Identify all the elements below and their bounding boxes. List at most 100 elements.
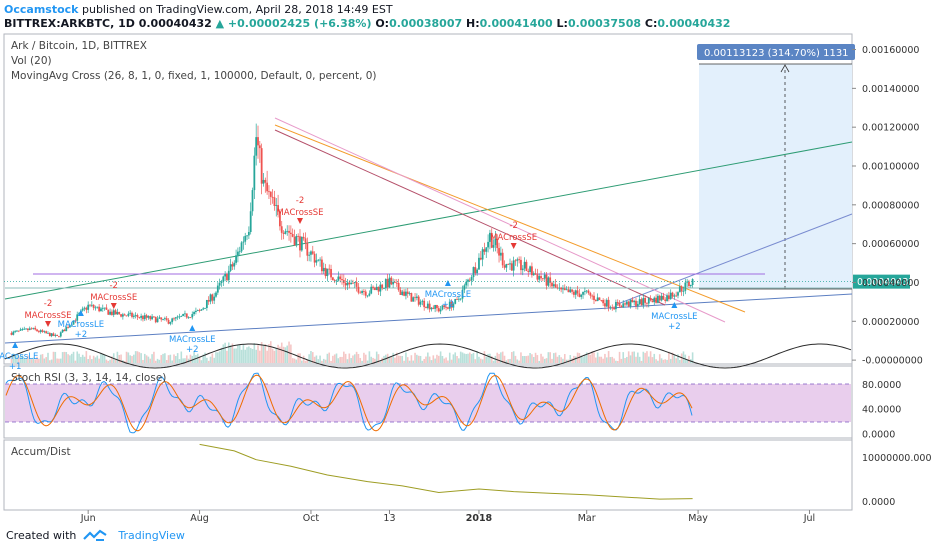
volume-bar <box>556 356 559 363</box>
candle-body <box>306 242 309 256</box>
tradingview-link[interactable]: TradingView <box>118 528 185 542</box>
volume-bar <box>538 360 541 363</box>
price-badge <box>853 274 910 289</box>
trend-lines[interactable] <box>4 117 853 344</box>
candle-body <box>81 308 84 311</box>
candle-body <box>675 295 678 297</box>
publish-header: Occamstock published on TradingView.com,… <box>4 3 393 16</box>
candle-body <box>36 329 38 332</box>
candle-body <box>507 264 510 265</box>
legend-accum[interactable]: Accum/Dist <box>11 446 71 458</box>
candle-body <box>310 251 312 255</box>
volume-bar <box>675 358 677 363</box>
volume-bar <box>235 348 237 363</box>
volume-bar <box>238 344 241 363</box>
candle-body <box>375 286 378 291</box>
candle-body <box>299 236 301 251</box>
legend-volume[interactable]: Vol (20) <box>11 55 52 67</box>
volume-bar <box>361 360 363 363</box>
strategy-signals: MACrossLE+1-2MACrossSEMACrossLE+2-2MACro… <box>0 196 698 372</box>
candle-body <box>368 293 371 296</box>
candle-body <box>331 277 334 281</box>
candle-body <box>532 273 535 276</box>
volume-bar <box>271 348 274 363</box>
volume-bar <box>531 354 533 363</box>
candle-body <box>125 315 128 317</box>
candle-body <box>447 307 449 309</box>
volume-bar <box>560 357 562 363</box>
volume-bar <box>59 358 62 363</box>
volume-bar <box>405 352 407 363</box>
volume-bar <box>516 359 519 363</box>
volume-bar <box>268 344 270 363</box>
stoch-d-line <box>5 374 693 432</box>
signal-label: MACrossLE <box>651 312 697 322</box>
legend-macross[interactable]: MovingAvg Cross (26, 8, 1, 0, fixed, 1, … <box>11 70 377 82</box>
candle-body <box>277 205 279 212</box>
volume-bar <box>375 351 378 363</box>
candle-body <box>514 260 517 262</box>
candle-body <box>134 315 137 316</box>
volume-bar <box>279 346 281 363</box>
created-with: Created with <box>6 528 77 542</box>
volume-bar <box>509 358 511 363</box>
volume-bar <box>171 360 173 363</box>
volume-bar <box>34 359 37 363</box>
candle-body <box>173 318 175 320</box>
candle-body <box>72 320 75 325</box>
candle-body <box>560 287 563 290</box>
candle-body <box>111 311 113 315</box>
time-tick-label: Jul <box>803 513 815 524</box>
candle-body <box>43 331 46 333</box>
accum-tick-label: 0.0000 <box>862 497 895 508</box>
candle-body <box>193 311 195 315</box>
volume-bar <box>443 358 446 363</box>
volume-bar <box>36 356 38 363</box>
candle-body <box>237 251 239 256</box>
candle-body <box>165 318 168 320</box>
candle-body <box>361 291 363 294</box>
candle-body <box>613 308 615 310</box>
candle-body <box>154 316 157 323</box>
volume-bar <box>523 356 526 363</box>
candle-body <box>499 252 502 256</box>
volume-bar <box>76 351 79 363</box>
candle-body <box>37 331 40 332</box>
candle-body <box>322 267 325 272</box>
volume-bar <box>69 355 71 363</box>
candle-body <box>498 248 500 256</box>
close-value: 0.00040432 <box>657 17 731 30</box>
candle-body <box>136 315 139 318</box>
candle-body <box>377 286 380 292</box>
candle-body <box>660 295 663 301</box>
volume-bar <box>136 351 139 363</box>
candle-body <box>489 232 491 242</box>
sell-arrow-icon <box>510 243 517 249</box>
volume-bar <box>626 356 628 363</box>
price-axis[interactable]: 0.00160000 0.00140000 0.00120000 0.00100000… <box>852 45 923 367</box>
legend-main[interactable]: Ark / Bitcoin, 1D, BITTREX <box>11 40 147 52</box>
price-change: ▲ +0.00002425 (+6.38%) <box>215 17 372 30</box>
candle-body <box>523 261 526 269</box>
signal-label: MACrossLE <box>0 352 38 362</box>
candle-body <box>478 257 480 270</box>
author-link[interactable]: Occamstock <box>4 3 79 16</box>
volume-bar <box>439 351 442 363</box>
candle-body <box>184 313 186 315</box>
candle-body <box>399 289 402 295</box>
time-axis[interactable]: Jun Aug Oct 13 2018 Mar May Jul <box>80 510 815 524</box>
time-tick-label: 2018 <box>466 513 493 524</box>
volume-bar <box>470 353 473 363</box>
candle-body <box>14 331 17 333</box>
signal-qty: +2 <box>442 300 455 310</box>
candle-body <box>419 301 422 305</box>
legend-stoch[interactable]: Stoch RSI (3, 3, 14, 14, close) <box>11 372 167 384</box>
candle-body <box>63 329 66 332</box>
candle-body <box>101 307 104 309</box>
volume-bar <box>87 359 89 363</box>
candle-body <box>640 299 643 306</box>
volume-bar <box>585 352 588 363</box>
candle-body <box>653 297 656 303</box>
volume-bar <box>587 352 590 363</box>
